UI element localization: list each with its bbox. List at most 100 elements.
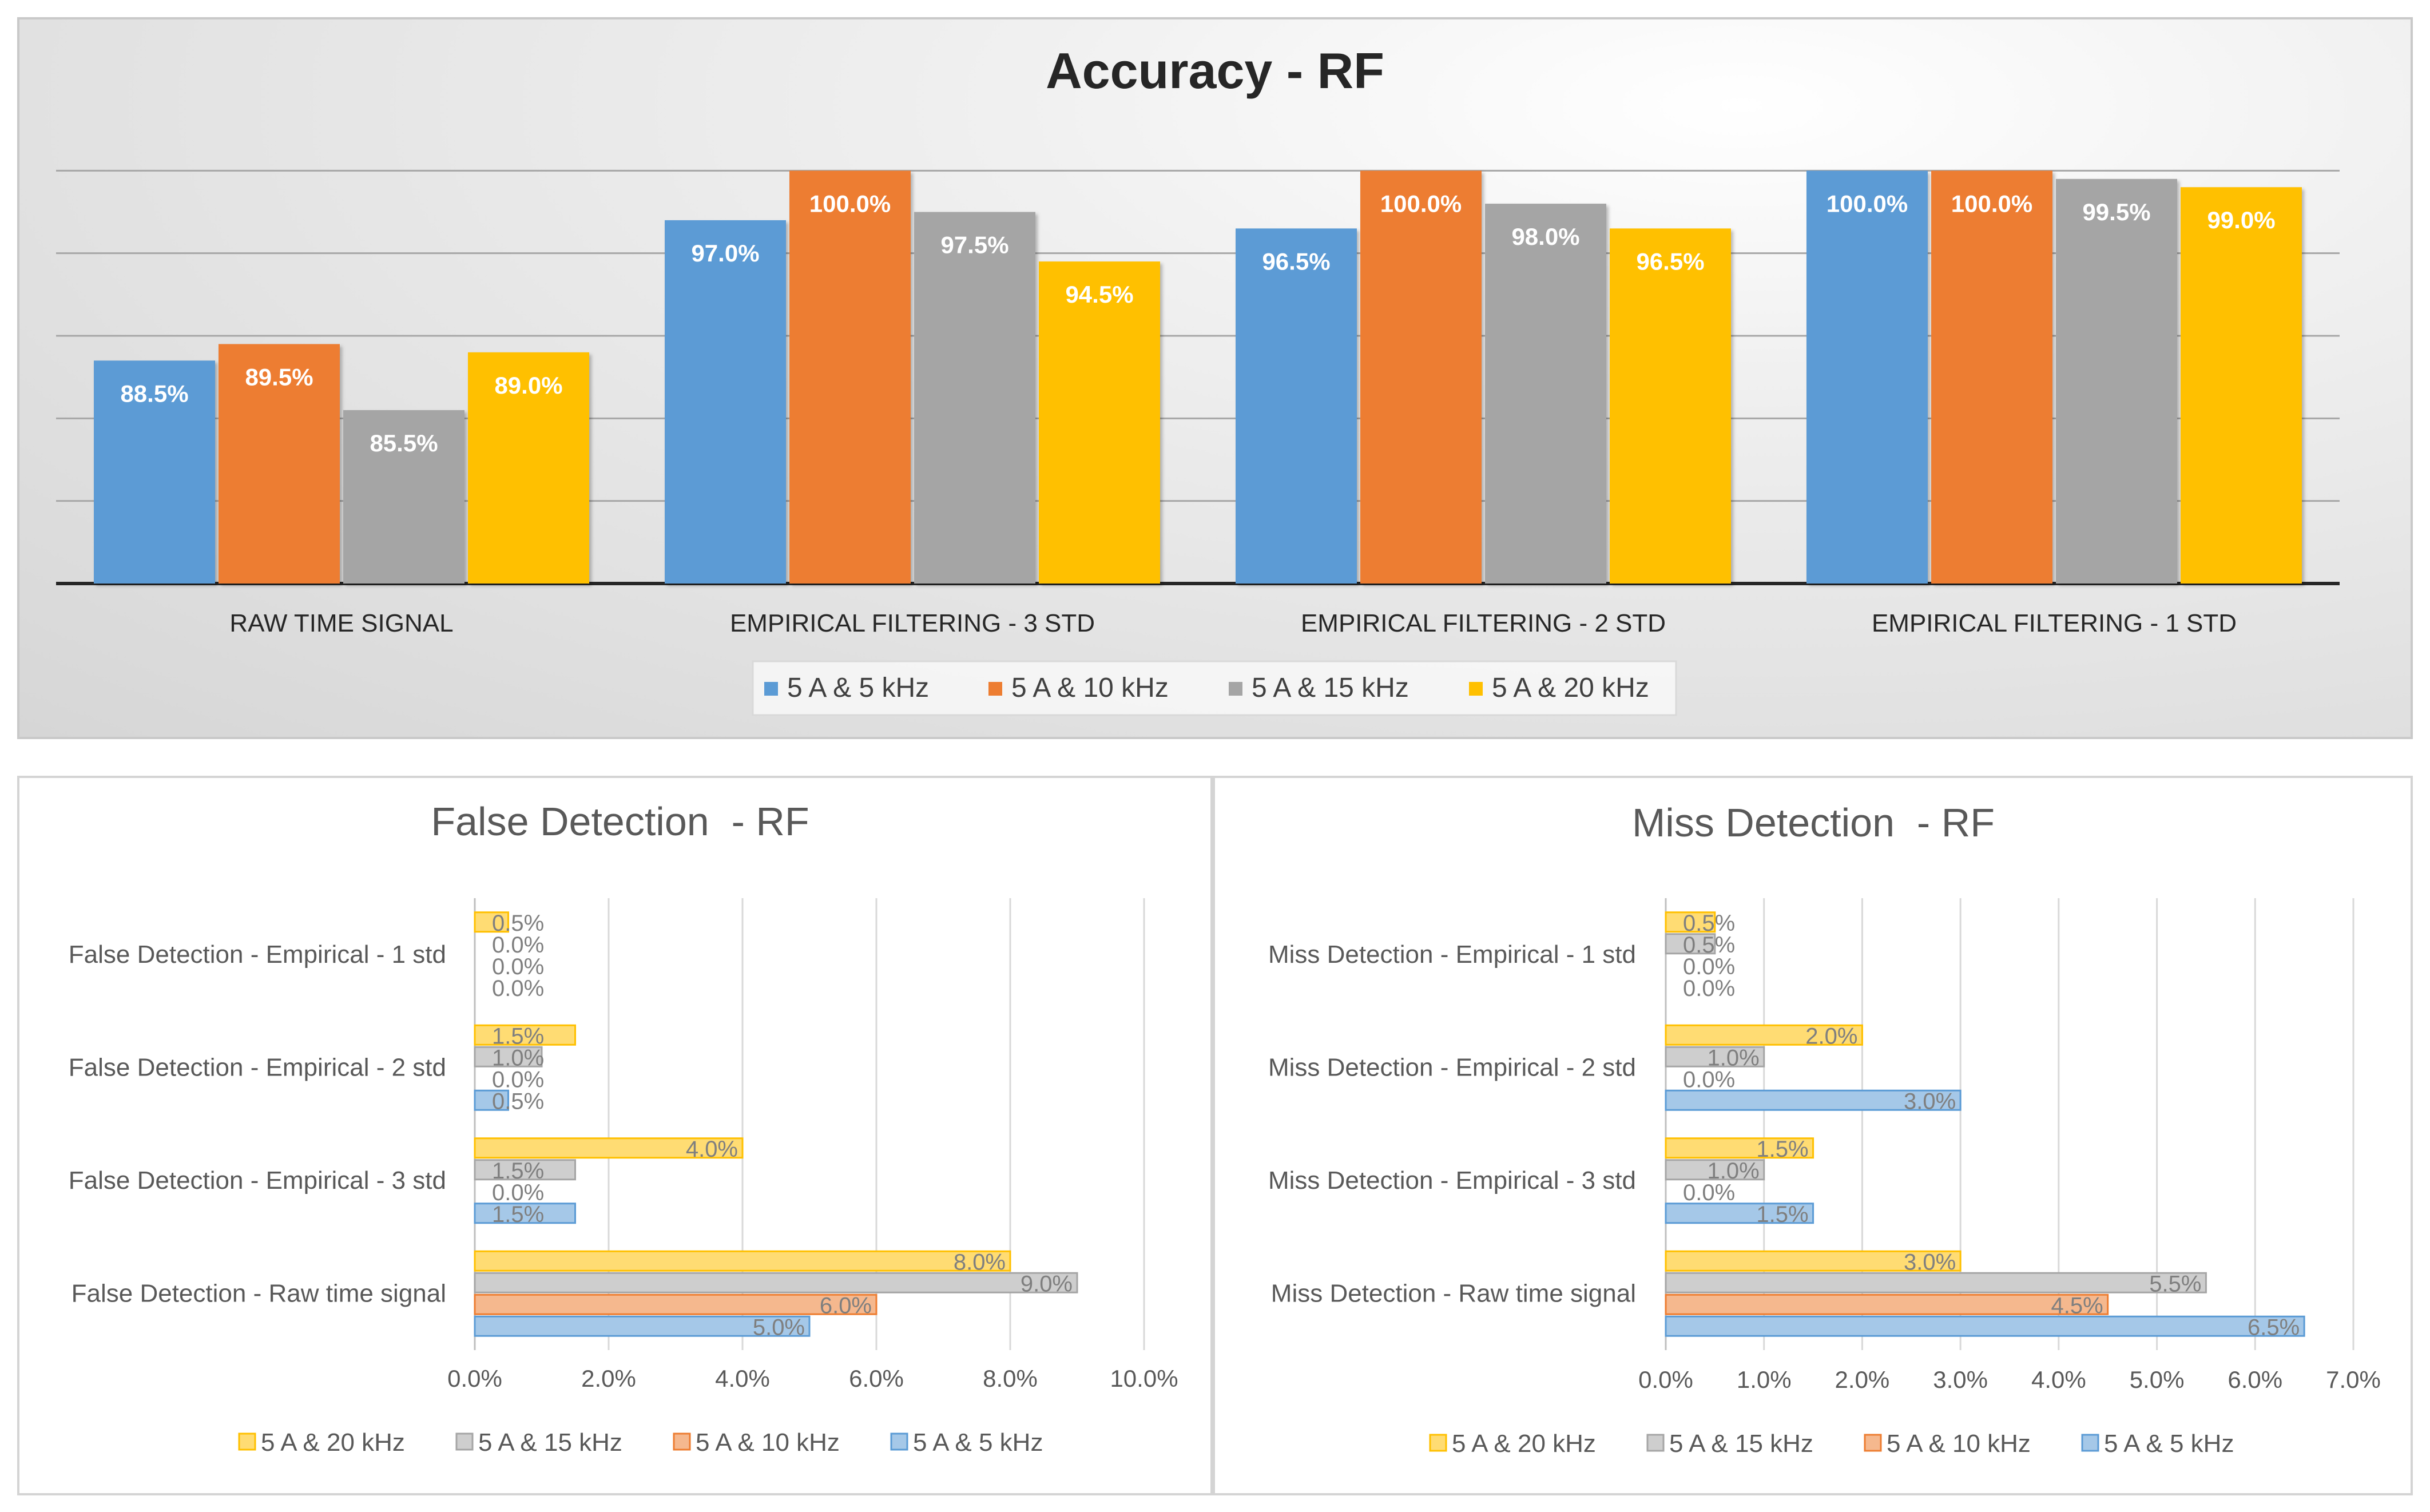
bar-5-a-5-khz-3	[1665, 1089, 1962, 1111]
category-label: EMPIRICAL FILTERING - 3 STD	[730, 609, 1095, 637]
data-label: 2.0%	[1805, 1023, 1857, 1049]
data-label: 0.5%	[492, 1089, 544, 1114]
legend-label: 5 A & 5 kHz	[913, 1428, 1043, 1457]
bar-5-a-10-khz-3	[1360, 170, 1482, 584]
bar-5-a-15-khz-1	[343, 410, 464, 584]
data-label: 3.0%	[1904, 1089, 1956, 1114]
data-label: 0.0%	[1683, 1180, 1735, 1205]
legend-swatch-5-a-15-khz	[455, 1432, 474, 1451]
bar-5-a-15-khz-3	[1485, 204, 1606, 584]
data-label: 9.0%	[1021, 1271, 1073, 1296]
bar-5-a-15-khz-3	[1665, 1046, 1765, 1067]
data-label: 0.0%	[1683, 1067, 1735, 1092]
legend-label: 5 A & 15 kHz	[1669, 1430, 1813, 1458]
legend-label: 5 A & 10 kHz	[1887, 1430, 2031, 1458]
data-label: 5.0%	[753, 1315, 805, 1340]
miss-detection-chart: Miss Detection - RF 3.0% 5.5% 4.5% 6.5% 1.5%…	[1268, 800, 2381, 1458]
bar-5-a-5-khz-2	[474, 1203, 576, 1224]
bar-5-a-20-khz-3	[474, 1024, 576, 1046]
category-label: False Detection - Empirical - 1 std	[69, 940, 446, 969]
legend-label: 5 A & 20 kHz	[1452, 1430, 1596, 1458]
x-tick-label: 8.0%	[983, 1365, 1038, 1392]
bar-5-a-20-khz-3	[1610, 228, 1731, 584]
false-detection-chart-title: False Detection - RF	[431, 799, 809, 844]
x-tick-label: 3.0%	[1933, 1366, 1988, 1393]
data-label: 5.5%	[2149, 1271, 2201, 1296]
accuracy-chart: Accuracy - RF 88.5% 89.5% 85.5% 89.0% 97.0% 1…	[56, 42, 2340, 716]
bar-5-a-10-khz-1	[474, 1293, 878, 1315]
bar-5-a-20-khz-4	[474, 911, 509, 933]
x-tick-label: 2.0%	[581, 1365, 636, 1392]
bar-5-a-5-khz-3	[1236, 228, 1357, 584]
false-detection-chart: False Detection - RF 8.0% 9.0% 6.0% 5.0% 4.0…	[69, 799, 1178, 1457]
data-label: 1.5%	[492, 1158, 544, 1184]
bar-5-a-5-khz-1	[94, 360, 215, 584]
miss-detection-chart-panel: Miss Detection - RF 3.0% 5.5% 4.5% 6.5% 1.5%…	[1213, 776, 2413, 1495]
bar-5-a-15-khz-1	[474, 1272, 1078, 1293]
data-label: 100.0%	[1380, 190, 1462, 217]
data-label: 1.0%	[1708, 1045, 1760, 1070]
data-label: 8.0%	[954, 1249, 1006, 1275]
legend-label: 5 A & 20 kHz	[1492, 673, 1649, 703]
legend-swatch-5-a-20-khz	[238, 1432, 256, 1451]
data-label: 0.0%	[1683, 976, 1735, 1001]
legend-label: 5 A & 10 kHz	[696, 1428, 840, 1457]
legend-swatch-5-a-5-khz	[2081, 1434, 2099, 1452]
x-tick-label: 4.0%	[2031, 1366, 2086, 1393]
data-label: 1.5%	[1756, 1137, 1808, 1162]
data-label: 99.0%	[2207, 207, 2275, 233]
category-label: EMPIRICAL FILTERING - 2 STD	[1301, 609, 1666, 637]
x-tick-label: 7.0%	[2326, 1366, 2381, 1393]
legend-swatch-5-a-10-khz	[673, 1432, 691, 1451]
data-label: 4.0%	[686, 1137, 738, 1162]
accuracy-chart-title: Accuracy - RF	[1046, 42, 1384, 99]
category-label: Miss Detection - Empirical - 1 std	[1268, 940, 1636, 969]
data-label: 6.0%	[820, 1293, 872, 1318]
data-label: 94.5%	[1065, 281, 1133, 308]
data-label: 88.5%	[120, 380, 188, 407]
data-label: 0.5%	[1683, 911, 1735, 936]
data-label: 0.0%	[492, 1067, 544, 1092]
bar-5-a-5-khz-3	[474, 1089, 509, 1111]
bar-5-a-5-khz-1	[474, 1315, 811, 1337]
legend-label: 5 A & 10 kHz	[1011, 673, 1169, 703]
x-tick-label: 1.0%	[1737, 1366, 1792, 1393]
data-label: 0.5%	[492, 911, 544, 936]
bar-5-a-20-khz-2	[1039, 261, 1160, 584]
legend-label: 5 A & 20 kHz	[261, 1428, 405, 1457]
bar-5-a-15-khz-2	[474, 1159, 576, 1181]
bar-5-a-20-khz-4	[2181, 187, 2302, 584]
data-label: 0.0%	[492, 976, 544, 1001]
bar-5-a-15-khz-1	[1665, 1272, 2207, 1293]
data-label: 4.5%	[2051, 1293, 2103, 1318]
legend-box	[752, 660, 1677, 716]
data-label: 1.0%	[492, 1045, 544, 1070]
legend-swatch-5-a-5-khz	[890, 1432, 908, 1451]
bar-5-a-15-khz-2	[914, 212, 1035, 584]
bar-5-a-20-khz-4	[1665, 911, 1716, 933]
data-label: 89.5%	[245, 363, 313, 390]
false-detection-chart-panel: False Detection - RF 8.0% 9.0% 6.0% 5.0% 4.0…	[17, 776, 1213, 1495]
bar-5-a-5-khz-1	[1665, 1315, 2305, 1337]
data-label: 1.0%	[1708, 1158, 1760, 1184]
bar-5-a-10-khz-2	[789, 170, 911, 584]
category-label: False Detection - Empirical - 2 std	[69, 1053, 446, 1081]
data-label: 96.5%	[1636, 248, 1704, 275]
data-label: 0.0%	[492, 954, 544, 979]
bar-5-a-5-khz-2	[1665, 1203, 1814, 1224]
bar-5-a-15-khz-4	[2056, 178, 2177, 584]
legend-label: 5 A & 5 kHz	[2104, 1430, 2234, 1458]
data-label: 99.5%	[2082, 199, 2150, 225]
legend-label: 5 A & 5 kHz	[787, 673, 929, 703]
bar-5-a-15-khz-4	[1665, 933, 1716, 955]
bar-5-a-20-khz-1	[1665, 1250, 1962, 1272]
data-label: 89.0%	[494, 372, 562, 399]
bar-5-a-20-khz-2	[1665, 1137, 1814, 1159]
legend-swatch-5-a-20-khz	[1429, 1434, 1447, 1452]
data-label: 0.0%	[492, 932, 544, 958]
bar-5-a-10-khz-1	[1665, 1293, 2109, 1315]
data-label: 96.5%	[1262, 248, 1330, 275]
legend-label: 5 A & 15 kHz	[478, 1428, 622, 1457]
data-label: 3.0%	[1904, 1249, 1956, 1275]
data-label: 1.5%	[492, 1202, 544, 1227]
